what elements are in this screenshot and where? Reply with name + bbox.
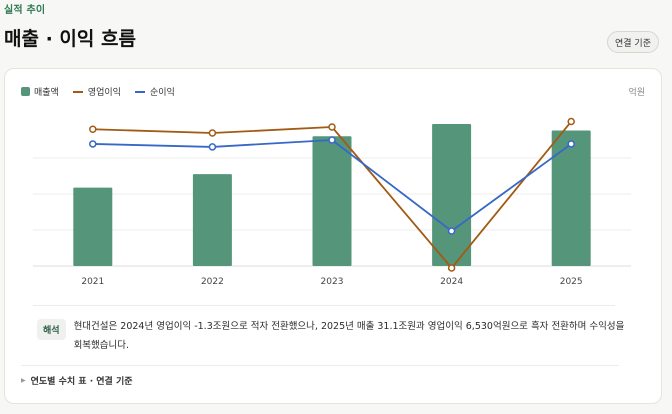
x-tick-label: 2025 [560,277,583,287]
legend-item-revenue: 매출액 [21,85,59,98]
x-tick-label: 2021 [81,277,104,287]
legend-item-operating-profit: 영업이익 [72,85,121,98]
net-income-point [328,136,336,144]
interpretation-note: 해석 현대건설은 2024년 영업이익 -1.3조원으로 적자 전환했으나, 2… [37,317,627,355]
x-tick-label: 2024 [440,277,463,287]
section-eyebrow: 실적 추이 [4,5,46,16]
x-tick-label: 2023 [321,277,344,287]
chart-plot: 2021 2022 2023 2024 2025 [33,117,631,287]
net-income-point [567,140,575,148]
chart-legend: 매출액 영업이익 순이익 [21,85,189,98]
x-tick-label: 2022 [201,277,224,287]
legend-label-revenue: 매출액 [34,88,59,98]
legend-item-net-income: 순이익 [134,85,175,98]
revenue-bar [551,130,591,266]
revenue-bar [312,136,352,266]
divider [21,365,619,366]
page-title: 매출 · 이익 흐름 [4,28,136,50]
caret-right-icon: ▶ [21,377,26,384]
interpretation-text: 현대건설은 2024년 영업이익 -1.3조원으로 적자 전환했으나, 2025… [73,321,625,351]
interpretation-tag: 해석 [37,319,66,340]
net-income-point [208,143,217,151]
legend-swatch-net-income [134,90,145,93]
operating-profit-point [89,125,97,133]
consolidated-basis-button[interactable]: 연결 기준 [607,31,659,53]
operating-profit-point [447,264,456,272]
legend-label-net-income: 순이익 [149,88,175,98]
net-income-point [447,227,456,235]
unit-label: 억원 [628,88,645,98]
revenue-bar [73,187,113,266]
operating-profit-point [328,123,336,131]
chart-card: 매출액 영업이익 순이익 억원 2021 2022 2023 2024 2025 해석 … [4,68,662,404]
operating-profit-point [208,129,217,137]
yearly-table-toggle[interactable]: ▶ 연도별 수치 표 · 연결 기준 [21,374,133,387]
legend-swatch-operating-profit [72,90,83,93]
revenue-bar [432,124,472,266]
divider [33,305,615,306]
operating-profit-point [567,117,575,126]
legend-swatch-revenue [21,87,30,96]
revenue-bar [192,174,232,266]
yearly-table-toggle-label: 연도별 수치 표 · 연결 기준 [30,377,133,387]
net-income-point [89,140,97,148]
legend-label-operating-profit: 영업이익 [87,88,121,98]
